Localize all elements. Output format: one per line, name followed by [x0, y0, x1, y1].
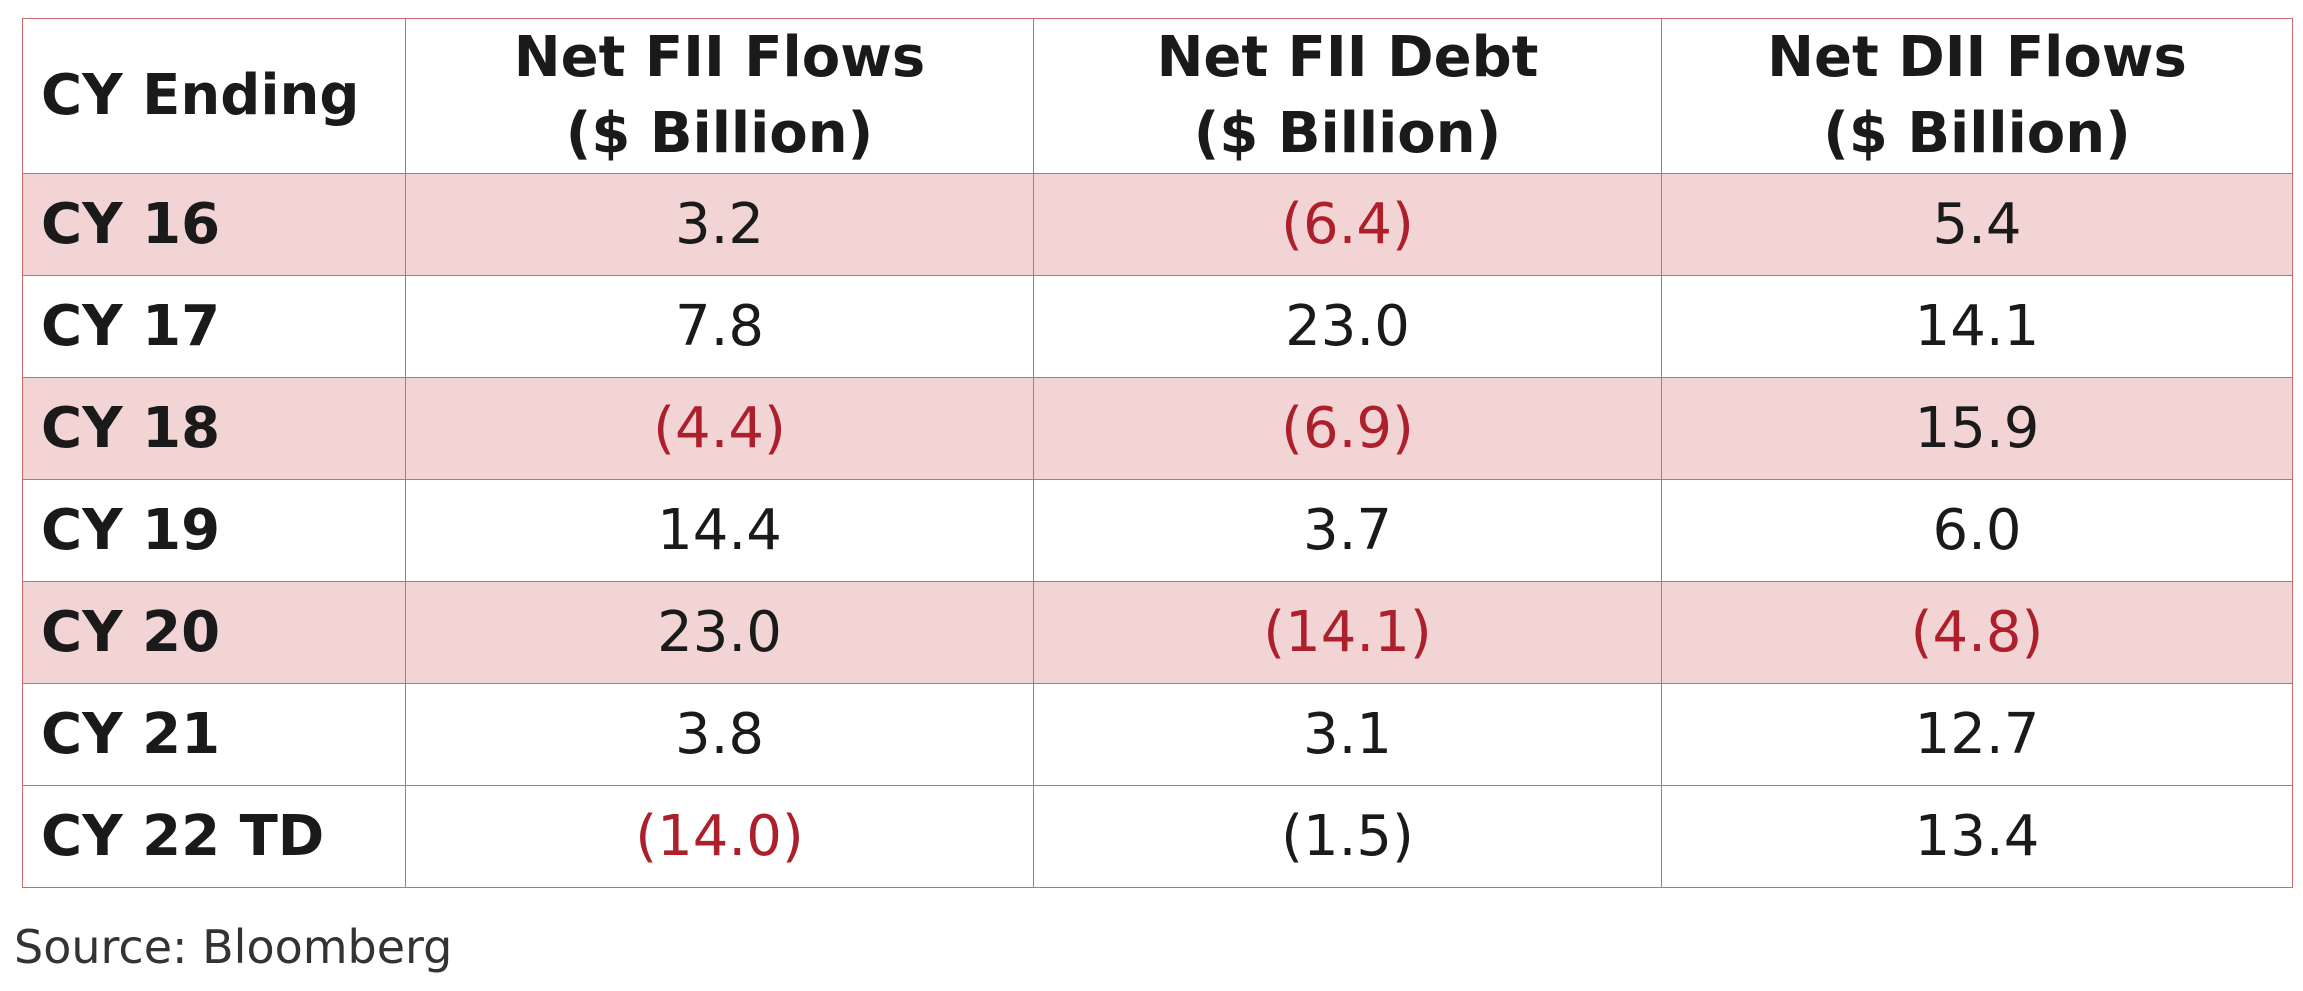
header-net-fii-flows: Net FII Flows ($ Billion) — [405, 18, 1034, 174]
header-net-dii-flows: Net DII Flows ($ Billion) — [1661, 18, 2293, 174]
net-dii-flows-cell: 6.0 — [1661, 479, 2293, 582]
table-row: CY 19 14.4 3.7 6.0 — [22, 479, 2293, 582]
net-fii-flows-cell: 3.2 — [405, 173, 1034, 276]
row-label: CY 19 — [22, 479, 406, 582]
net-dii-flows-cell: 15.9 — [1661, 377, 2293, 480]
table-row: CY 17 7.8 23.0 14.1 — [22, 275, 2293, 378]
net-dii-flows-cell: 5.4 — [1661, 173, 2293, 276]
net-fii-debt-cell: 3.7 — [1033, 479, 1662, 582]
table-row: CY 22 TD (14.0) (1.5) 13.4 — [22, 785, 2293, 888]
row-label: CY 21 — [22, 683, 406, 786]
net-fii-flows-cell: 7.8 — [405, 275, 1034, 378]
net-fii-debt-cell: 3.1 — [1033, 683, 1662, 786]
net-fii-debt-cell: 23.0 — [1033, 275, 1662, 378]
source-note: Source: Bloomberg — [14, 920, 453, 974]
net-fii-debt-cell: (1.5) — [1033, 785, 1662, 888]
row-label: CY 18 — [22, 377, 406, 480]
net-dii-flows-cell: 12.7 — [1661, 683, 2293, 786]
net-dii-flows-cell: (4.8) — [1661, 581, 2293, 684]
net-fii-flows-cell: (14.0) — [405, 785, 1034, 888]
table-row: CY 16 3.2 (6.4) 5.4 — [22, 173, 2293, 276]
net-fii-debt-cell: (14.1) — [1033, 581, 1662, 684]
row-label: CY 17 — [22, 275, 406, 378]
net-dii-flows-cell: 14.1 — [1661, 275, 2293, 378]
table-row: CY 18 (4.4) (6.9) 15.9 — [22, 377, 2293, 480]
flows-table: CY Ending Net FII Flows ($ Billion) Net … — [22, 18, 2293, 888]
header-cy-ending: CY Ending — [22, 18, 406, 174]
header-net-fii-debt: Net FII Debt ($ Billion) — [1033, 18, 1662, 174]
row-label: CY 20 — [22, 581, 406, 684]
net-fii-debt-cell: (6.4) — [1033, 173, 1662, 276]
row-label: CY 22 TD — [22, 785, 406, 888]
net-fii-debt-cell: (6.9) — [1033, 377, 1662, 480]
net-fii-flows-cell: 14.4 — [405, 479, 1034, 582]
net-fii-flows-cell: 23.0 — [405, 581, 1034, 684]
table-row: CY 20 23.0 (14.1) (4.8) — [22, 581, 2293, 684]
net-fii-flows-cell: (4.4) — [405, 377, 1034, 480]
net-fii-flows-cell: 3.8 — [405, 683, 1034, 786]
row-label: CY 16 — [22, 173, 406, 276]
header-row: CY Ending Net FII Flows ($ Billion) Net … — [22, 18, 2293, 174]
table-row: CY 21 3.8 3.1 12.7 — [22, 683, 2293, 786]
net-dii-flows-cell: 13.4 — [1661, 785, 2293, 888]
